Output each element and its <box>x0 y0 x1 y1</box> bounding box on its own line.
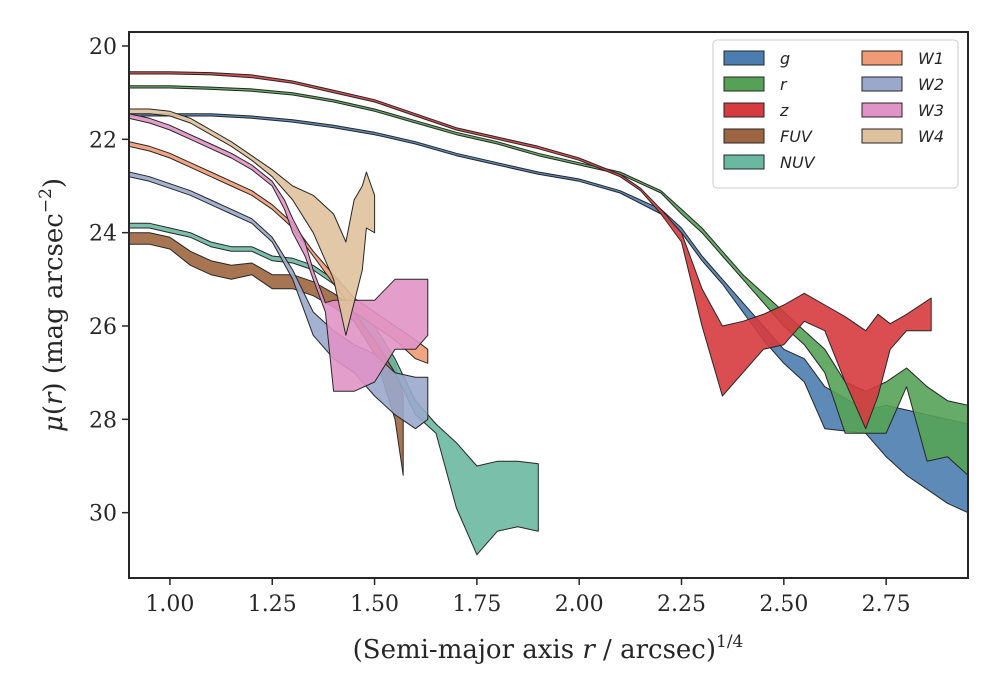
x-tick-label: 2.25 <box>657 592 706 617</box>
y-tick-label: 20 <box>89 35 117 60</box>
legend-label-w4: W4 <box>918 127 944 146</box>
legend-label-w3: W3 <box>918 101 944 120</box>
y-tick-label: 24 <box>89 222 117 247</box>
series-band-fuv <box>129 232 404 476</box>
y-axis-label: μ(r) (mag arcsec−2) <box>36 178 69 432</box>
x-tick-label: 1.25 <box>248 592 297 617</box>
x-tick-label: 1.00 <box>145 592 194 617</box>
legend-swatch-nuv <box>723 154 765 170</box>
x-tick-label: 2.75 <box>862 592 911 617</box>
y-tick-label: 22 <box>89 128 117 153</box>
series-layer <box>129 71 968 556</box>
y-tick-label: 28 <box>89 408 117 433</box>
legend-swatch-w1 <box>861 50 903 66</box>
legend-swatch-z <box>723 102 765 118</box>
y-axis-ticks: 20 22 24 26 28 30 <box>89 35 129 527</box>
legend-swatch-fuv <box>723 128 765 144</box>
x-tick-label: 1.50 <box>350 592 399 617</box>
series-band-w3 <box>129 113 429 392</box>
legend-label-g: g <box>780 49 790 68</box>
series-band-nuv <box>129 222 539 556</box>
legend-swatch-w2 <box>861 76 903 92</box>
legend-label-nuv: NUV <box>780 153 816 172</box>
series-band-w4 <box>129 108 376 336</box>
legend-swatch-r <box>723 76 765 92</box>
legend-label-w1: W1 <box>918 49 944 68</box>
y-tick-label: 26 <box>89 315 117 340</box>
legend-label-fuv: FUV <box>780 127 813 146</box>
series-band-g <box>129 113 968 514</box>
legend-label-r: r <box>780 75 788 94</box>
series-band-z <box>129 71 932 430</box>
x-tick-label: 1.75 <box>452 592 501 617</box>
legend: grz FUV NUV W1 W2 W3 W4 <box>712 39 959 189</box>
x-tick-label: 2.00 <box>555 592 604 617</box>
legend-label-w2: W2 <box>918 75 944 94</box>
legend-swatch-w4 <box>861 128 903 144</box>
plot-frame <box>128 31 969 579</box>
x-axis-label: (Semi-major axis r / arcsec)1/4 <box>353 632 744 665</box>
legend-label-z: z <box>779 101 789 120</box>
legend-swatch-w3 <box>861 102 903 118</box>
x-tick-label: 2.50 <box>759 592 808 617</box>
series-band-r <box>129 85 968 476</box>
legend-swatch-g <box>723 50 765 66</box>
y-tick-label: 30 <box>89 502 117 527</box>
x-axis-ticks: 1.00 1.25 1.50 1.75 2.00 2.25 2.50 2.75 <box>145 578 911 617</box>
